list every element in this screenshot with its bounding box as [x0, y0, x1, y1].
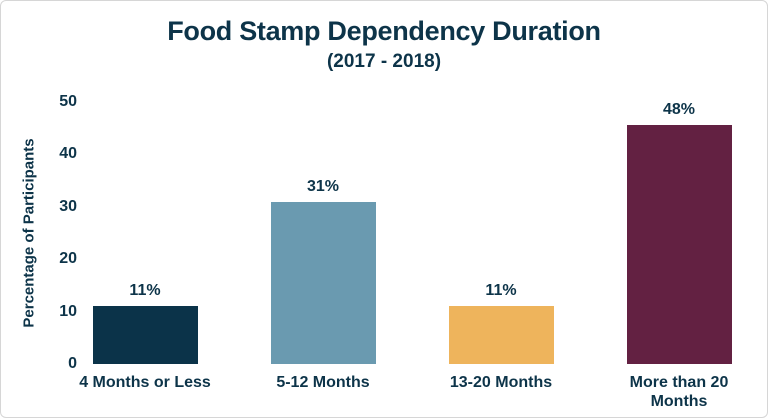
bar [626, 125, 732, 364]
bar-value-label: 11% [129, 282, 161, 300]
chart-title: Food Stamp Dependency Duration [167, 16, 601, 46]
bar-group: 48% More than 20 Months [590, 101, 767, 410]
y-tick-label: 30 [59, 197, 77, 215]
bar-value-label: 31% [306, 177, 340, 195]
y-tick-label: 50 [59, 93, 77, 110]
y-tick-label: 20 [59, 250, 77, 268]
chart-subtitle: (2017 - 2018) [326, 51, 442, 72]
x-category-label: 5-12 Months [276, 374, 370, 391]
bar [270, 201, 376, 364]
bar [448, 306, 554, 364]
bars-container: 11% 4 Months or Less 31% 5-12 Months 11% 13-2… [56, 101, 767, 410]
y-axis-ticks: 0 10 20 30 40 50 [41, 94, 77, 372]
y-tick-label: 10 [59, 302, 77, 320]
x-category-label: 4 Months or Less [79, 374, 211, 391]
bar-group: 11% 4 Months or Less [56, 102, 234, 391]
bar-group: 31% 5-12 Months [234, 102, 412, 391]
y-axis-label: Percentage of Participants [20, 138, 38, 328]
bar [92, 306, 198, 364]
bar-value-label: 48% [662, 101, 696, 118]
x-category-label: 13-20 Months [449, 374, 553, 391]
x-category-label: More than 20 Months [629, 374, 729, 411]
y-tick-label: 0 [68, 355, 77, 372]
bar-value-label: 11% [485, 282, 517, 300]
y-tick-label: 40 [59, 145, 77, 163]
bar-group: 11% 13-20 Months [412, 102, 590, 391]
